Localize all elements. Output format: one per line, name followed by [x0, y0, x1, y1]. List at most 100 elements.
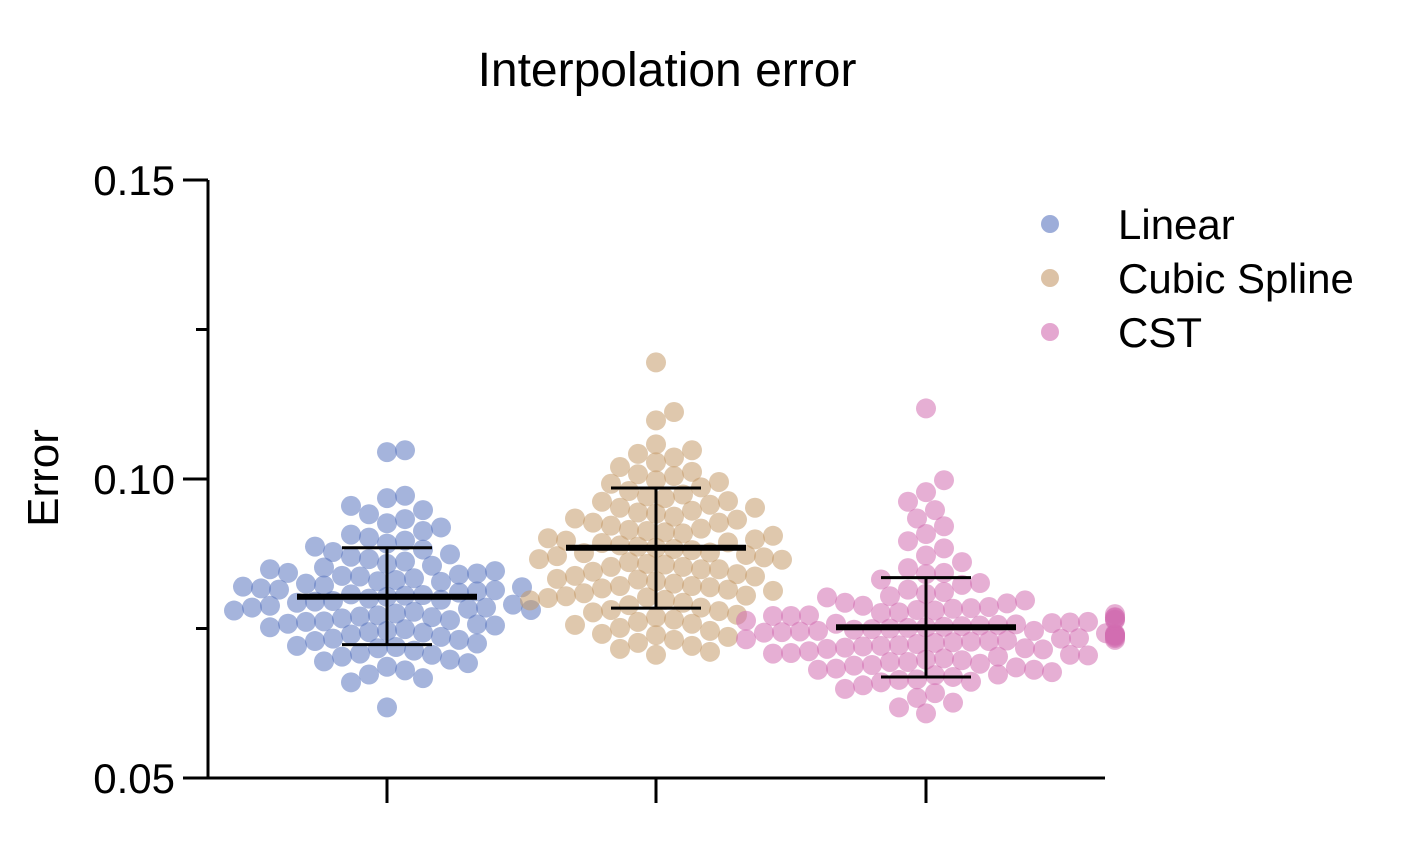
data-point	[1105, 629, 1125, 650]
data-point	[808, 659, 828, 680]
data-point	[422, 555, 442, 576]
data-point	[637, 587, 657, 608]
data-point	[682, 576, 702, 597]
data-point	[583, 602, 603, 623]
data-point	[377, 697, 397, 718]
data-point	[224, 600, 244, 621]
data-point	[592, 491, 612, 512]
data-point	[547, 546, 567, 567]
data-point	[1060, 612, 1080, 633]
data-point	[601, 515, 621, 536]
data-point	[718, 491, 738, 512]
y-axis-label: Error	[19, 429, 68, 527]
data-point	[772, 622, 792, 643]
data-point	[565, 508, 585, 529]
data-point	[359, 504, 379, 525]
data-point	[1033, 639, 1053, 660]
data-point	[413, 500, 433, 521]
data-point	[1042, 662, 1062, 683]
data-point	[359, 527, 379, 548]
data-point	[404, 568, 424, 589]
data-point	[314, 575, 334, 596]
data-point	[736, 629, 756, 650]
data-point	[305, 536, 325, 557]
data-point	[359, 664, 379, 685]
data-point	[754, 622, 774, 643]
data-point	[664, 629, 684, 650]
data-point	[485, 580, 505, 601]
data-point	[943, 632, 963, 653]
data-point	[673, 523, 693, 544]
data-point	[682, 440, 702, 461]
data-point	[682, 500, 702, 521]
data-point	[691, 518, 711, 539]
data-point	[907, 687, 927, 708]
data-point	[934, 538, 954, 559]
data-point	[395, 440, 415, 461]
data-point	[781, 643, 801, 664]
data-point	[467, 614, 487, 635]
data-point	[808, 620, 828, 641]
data-point	[646, 644, 666, 665]
data-point	[655, 522, 675, 543]
legend-marker	[1041, 269, 1059, 287]
data-point	[628, 632, 648, 653]
data-point	[682, 613, 702, 634]
data-point	[655, 589, 675, 610]
data-point	[646, 410, 666, 431]
data-point	[952, 650, 972, 671]
data-point	[386, 603, 406, 624]
data-point	[646, 352, 666, 373]
data-point	[673, 484, 693, 505]
data-point	[826, 658, 846, 679]
data-point	[368, 605, 388, 626]
data-point	[970, 573, 990, 594]
data-point	[583, 561, 603, 582]
data-point	[781, 605, 801, 626]
data-point	[979, 631, 999, 652]
data-point	[943, 598, 963, 619]
data-point	[943, 692, 963, 713]
data-point	[260, 595, 280, 616]
data-point	[673, 556, 693, 577]
data-point	[646, 434, 666, 455]
data-point	[763, 525, 783, 546]
data-point	[664, 573, 684, 594]
data-point	[925, 665, 945, 686]
data-point	[727, 564, 747, 585]
legend-marker	[1041, 323, 1059, 341]
data-point	[871, 569, 891, 590]
data-point	[1105, 604, 1125, 625]
data-point	[350, 643, 370, 664]
data-point	[619, 552, 639, 573]
data-point	[278, 562, 298, 583]
data-point	[395, 551, 415, 572]
data-point	[601, 556, 621, 577]
data-point	[916, 398, 936, 419]
data-point	[934, 582, 954, 603]
data-point	[422, 607, 442, 628]
data-point	[503, 594, 523, 615]
data-point	[395, 619, 415, 640]
data-point	[835, 592, 855, 613]
data-point	[440, 544, 460, 565]
error-bars	[297, 486, 1016, 679]
data-point	[844, 655, 864, 676]
data-point	[700, 620, 720, 641]
data-point	[853, 595, 873, 616]
data-point	[1006, 657, 1026, 678]
data-point	[907, 508, 927, 529]
data-point	[745, 529, 765, 550]
data-point	[889, 697, 909, 718]
data-points	[224, 352, 1125, 724]
data-point	[664, 402, 684, 423]
data-point	[1078, 645, 1098, 666]
data-point	[377, 488, 397, 509]
data-point	[700, 494, 720, 515]
data-point	[835, 637, 855, 658]
data-point	[314, 651, 334, 672]
data-point	[610, 617, 630, 638]
data-point	[610, 638, 630, 659]
data-point	[377, 442, 397, 463]
data-point	[260, 617, 280, 638]
